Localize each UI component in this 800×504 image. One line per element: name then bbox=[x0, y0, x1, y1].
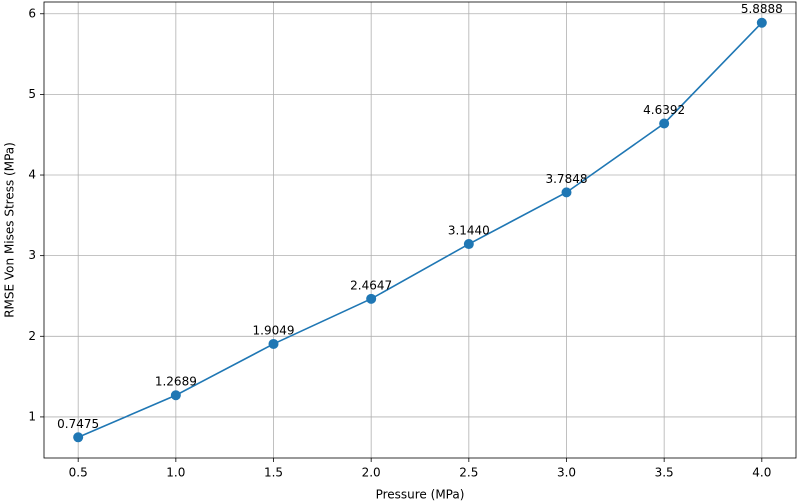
y-tick-label: 6 bbox=[28, 6, 36, 20]
x-axis-label: Pressure (MPa) bbox=[376, 488, 465, 502]
data-label: 4.6392 bbox=[643, 103, 685, 117]
y-axis-label: RMSE Von Mises Stress (MPa) bbox=[3, 142, 17, 318]
plot-frame bbox=[43, 1, 797, 459]
data-point bbox=[268, 338, 279, 349]
data-label: 2.4647 bbox=[350, 278, 392, 292]
y-tick-label: 3 bbox=[28, 248, 36, 262]
data-label: 0.7475 bbox=[57, 417, 99, 431]
data-point bbox=[561, 187, 572, 198]
y-tick-label: 2 bbox=[28, 329, 36, 343]
x-tick-label: 4.0 bbox=[752, 466, 771, 480]
x-tick-label: 0.5 bbox=[69, 466, 88, 480]
y-tick-label: 4 bbox=[28, 168, 36, 182]
x-tick-label: 2.5 bbox=[459, 466, 478, 480]
x-tick-label: 1.0 bbox=[166, 466, 185, 480]
data-point bbox=[756, 17, 767, 28]
x-tick-label: 3.5 bbox=[655, 466, 674, 480]
x-tick-label: 2.0 bbox=[362, 466, 381, 480]
data-label: 1.9049 bbox=[253, 323, 295, 337]
data-line bbox=[77, 22, 763, 439]
data-label: 5.8888 bbox=[741, 2, 783, 16]
data-label: 3.1440 bbox=[448, 224, 490, 238]
data-point bbox=[463, 239, 474, 250]
data-point bbox=[73, 432, 84, 443]
x-tick-label: 3.0 bbox=[557, 466, 576, 480]
y-tick-label: 5 bbox=[28, 87, 36, 101]
y-tick-label: 1 bbox=[28, 409, 36, 423]
data-point bbox=[366, 293, 377, 304]
data-label: 3.7848 bbox=[545, 172, 587, 186]
data-point bbox=[170, 390, 181, 401]
data-point bbox=[659, 118, 670, 129]
data-label: 1.2689 bbox=[155, 375, 197, 389]
x-tick-label: 1.5 bbox=[264, 466, 283, 480]
